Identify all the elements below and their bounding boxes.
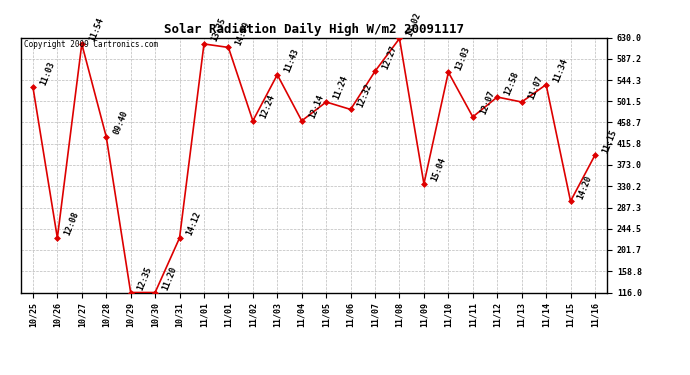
Text: 12:27: 12:27 <box>381 44 398 70</box>
Text: 14:09: 14:09 <box>234 20 252 46</box>
Text: 11:34: 11:34 <box>552 57 569 84</box>
Text: 13:03: 13:03 <box>454 45 472 72</box>
Text: 14:20: 14:20 <box>576 174 594 201</box>
Text: 09:40: 09:40 <box>112 110 130 136</box>
Text: 11:24: 11:24 <box>332 75 349 101</box>
Text: 14:12: 14:12 <box>185 211 203 237</box>
Text: 11:07: 11:07 <box>527 75 545 101</box>
Title: Solar Radiation Daily High W/m2 20091117: Solar Radiation Daily High W/m2 20091117 <box>164 23 464 36</box>
Text: 11:20: 11:20 <box>161 265 179 292</box>
Text: 12:14: 12:14 <box>307 93 325 120</box>
Text: 11:03: 11:03 <box>39 60 56 86</box>
Text: 13:35: 13:35 <box>210 16 227 43</box>
Text: Copyright 2009 Cartronics.com: Copyright 2009 Cartronics.com <box>23 40 158 49</box>
Text: 12:08: 12:08 <box>63 211 81 237</box>
Text: 12:32: 12:32 <box>356 82 374 109</box>
Text: 11:15: 11:15 <box>600 128 618 154</box>
Text: 12:24: 12:24 <box>259 93 276 120</box>
Text: 12:35: 12:35 <box>136 265 154 292</box>
Text: 12:07: 12:07 <box>478 90 496 116</box>
Text: 11:43: 11:43 <box>283 47 301 74</box>
Text: 15:04: 15:04 <box>429 156 447 183</box>
Text: 12:58: 12:58 <box>503 70 520 96</box>
Text: 11:54: 11:54 <box>88 16 105 43</box>
Text: 14:02: 14:02 <box>405 11 423 38</box>
